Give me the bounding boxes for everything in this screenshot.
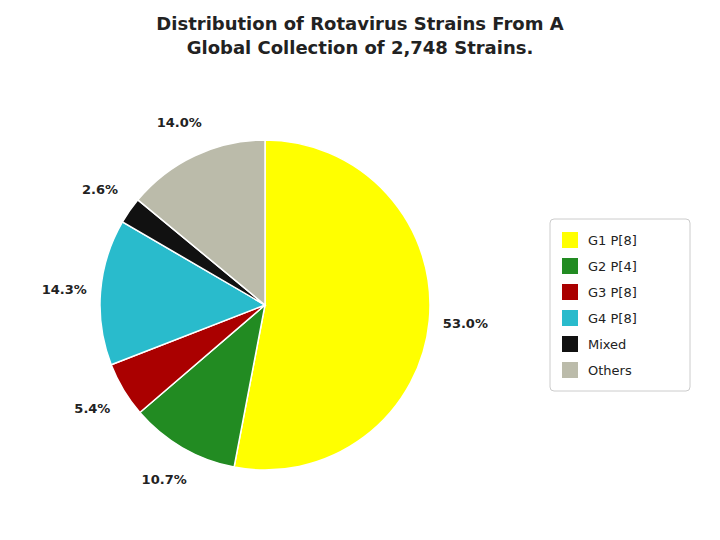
data-label: 5.4% bbox=[74, 401, 110, 416]
legend-entry: Others bbox=[588, 363, 632, 378]
legend-entry: G3 P[8] bbox=[588, 285, 637, 300]
legend-entry: Mixed bbox=[588, 337, 626, 352]
data-labels: 53.0% 10.7% 5.4% 14.3% 2.6% 14.0% bbox=[42, 115, 488, 486]
pie-slice bbox=[138, 140, 265, 305]
legend-box bbox=[550, 219, 690, 391]
chart: Distribution of Rotavirus Strains From A… bbox=[0, 0, 720, 540]
legend: G1 P[8] G2 P[4] G3 P[8] G4 P[8] Mixed Others bbox=[550, 219, 690, 391]
legend-entry: G4 P[8] bbox=[588, 311, 637, 326]
legend-entry: G1 P[8] bbox=[588, 233, 637, 248]
subtitle: Global Collection of 2,748 Strains. bbox=[187, 37, 534, 58]
legend-swatch bbox=[562, 284, 578, 300]
data-label: 10.7% bbox=[142, 472, 187, 487]
slices bbox=[100, 140, 430, 470]
legend-entry: G2 P[4] bbox=[588, 259, 637, 274]
data-label: 14.3% bbox=[42, 282, 87, 297]
legend-swatch bbox=[562, 258, 578, 274]
title: Distribution of Rotavirus Strains From A bbox=[156, 13, 563, 34]
legend-swatch bbox=[562, 362, 578, 378]
legend-swatch bbox=[562, 336, 578, 352]
legend-swatch bbox=[562, 232, 578, 248]
legend-swatch bbox=[562, 310, 578, 326]
data-label: 2.6% bbox=[82, 182, 118, 197]
data-label: 14.0% bbox=[157, 115, 202, 130]
data-label: 53.0% bbox=[443, 316, 488, 331]
